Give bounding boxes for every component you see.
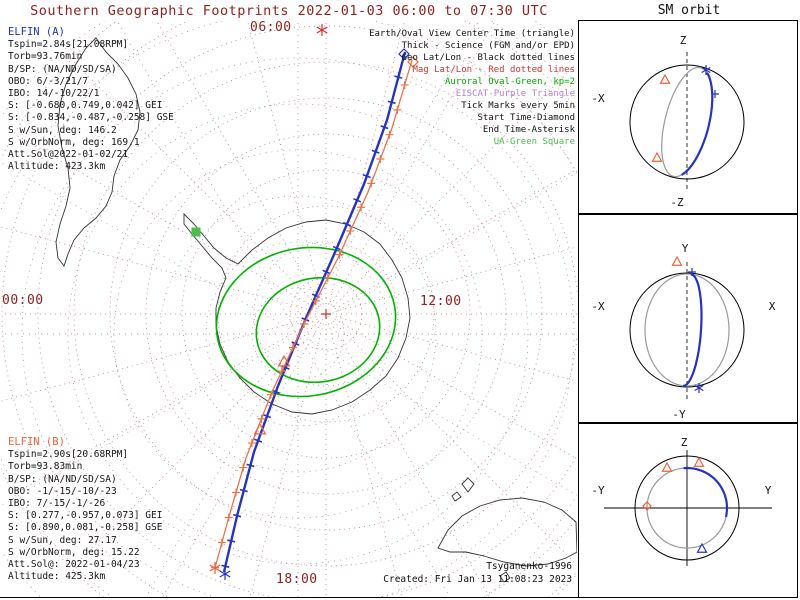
mlt-label-1800: 18:00 [276,572,318,587]
elfin-b-info-line: S w/Sun, deg: 27.17 [8,534,117,546]
sm-orbit-title: SM orbit [657,3,721,18]
elfin-b-footprint-track [211,59,413,572]
legend-item: UA-Green Square [493,137,575,147]
elfin-b-info-line: Torb=93.83min [8,461,83,473]
sm-orbit-yz-orbit-blue [683,466,729,518]
elfin-a-info-line: IBO: 14/-10/22/1 [8,88,100,100]
elfin-a-info-line: Torb=93.76min [8,51,83,63]
elfin-a-info-line: B/SP: (NA/ND/SD/SA) [8,63,117,75]
sm-orbit-xz-orbit-blue [681,72,714,176]
map-markers [191,24,419,580]
australia-coastline [437,497,577,567]
coastlines [55,37,577,583]
legend-item: Earth/Oval View Center Time (triangle) [369,29,575,39]
elfin-a-lines: Tspin=2.84s[21.08RPM] Torb=93.76min B/SP: … [8,39,174,173]
map-legend: Earth/Oval View Center Time (triangle) Th… [369,28,575,148]
map-layer [1,21,577,598]
elfin-b-name: ELFIN (B) [8,436,65,448]
elfin-a-info-line: Tspin=2.84s[21.08RPM] [8,39,129,51]
south-america-coastline [55,37,141,267]
mlt-label-0000: 00:00 [2,293,44,308]
elfin-b-info-line: S: [0.277,-0.957,0.073] GEI [8,510,163,522]
created-timestamp: Created: Fri Jan 13 11:08:23 2023 [383,574,572,585]
elfin-a-info-line: S: [-0.680,0.749,0.042] GEI [8,100,163,112]
legend-item: Geo Lat/Lon - Black dotted lines [401,53,575,63]
elfin-a-info-line: S: [-0.834,-0.487,-0.258] GSE [8,112,174,124]
sm-orbit-xy-orbit-blue [682,273,703,387]
sm-orbit-xy-axis-label: X [769,300,776,313]
sm-orbit-xz-axis-label: Z [680,34,687,47]
elfin-b-info-line: Altitude: 425.3km [8,571,106,583]
sm-orbit-xz-axis-label: -Z [670,196,684,209]
tasmania-coastline [499,571,511,583]
plot-footer: Tsyganenko-1996 Created: Fri Jan 13 11:0… [383,560,572,586]
sm-orbit-yz-axis-label: Z [681,436,688,449]
elfin-b-info-line: OBO: -1/-15/-10/-23 [8,485,117,497]
elfin-a-name: ELFIN (A) [8,26,65,38]
mlt-label-0600: 06:00 [250,20,292,35]
sm-orbit-yz-axis-label: -Y [591,484,605,497]
elfin-b-info-line: Att.Sol@: 2022-01-04/23 [8,559,140,571]
legend-item: End Time-Asterisk [482,125,575,135]
sm-orbit-xy-frame [578,214,798,423]
elfin-a-info-line: S w/Sun, deg: 146.2 [8,124,117,136]
legend-item: Start Time-Diamond [477,113,575,123]
elfin-a-footprint-track [221,51,407,573]
page-title: Southern Geographic Footprints 2022-01-0… [30,3,548,19]
sm-orbit-xz-axis-label: -X [591,92,605,105]
elfin-b-lines: Tspin=2.90s[20.68RPM] Torb=93.83min B/SP: … [8,449,162,583]
sm-orbit-yz-panel: Z -Y Y [578,423,798,598]
legend-item: Thick - Science (FGM and/or EPD) [401,41,575,51]
elfin-a-info: ELFIN (A) Tspin=2.84s[21.08RPM] Torb=93.7… [8,26,174,173]
sm-orbit-yz-axis-label: Y [765,484,772,497]
model-label: Tsyganenko-1996 [486,561,572,572]
antarctica-coastline [183,212,411,415]
sm-orbit-xz-panel: Z -X -Z [578,20,798,214]
elfin-b-info-line: S: [0.890,0.081,-0.258] GSE [8,522,163,534]
legend-item: Auroral Oval-Green, kp=2 [444,77,575,87]
legend-item: EISCAT-Purple Triangle [455,89,575,99]
legend-item: Mag Lat/Lon - Red dotted lines [412,65,575,75]
elfin-b-info-line: S w/OrbNorm, deg: 15.22 [8,546,140,558]
new-zealand-north-coastline [461,477,475,493]
elfin-b-info-line: Tspin=2.90s[20.68RPM] [8,449,129,461]
elfin-b-info: ELFIN (B) Tspin=2.90s[20.68RPM] Torb=93.8… [8,436,162,583]
elfin-a-info-line: Att.Sol@2022-01-02/21 [8,149,129,161]
sm-orbit-xy-axis-label: -X [591,300,605,313]
mlt-label-1200: 12:00 [420,294,462,309]
elfin-a-info-line: OBO: 6/-3/21/7 [8,75,89,87]
elfin-a-info-line: Altitude: 423.3km [8,161,106,173]
elfin-b-info-line: B/SP: (NA/ND/SD/SA) [8,473,117,485]
sm-orbit-xy-axis-label: -Y [672,408,686,421]
sm-orbit-xy-panel: Y -X X -Y [578,214,798,423]
legend-item: Tick Marks every 5min [461,101,575,111]
sm-orbit-xy-axis-label: Y [682,242,689,255]
auroral-oval [215,246,397,398]
sm-orbit-yz-frame [578,423,798,598]
mag-grid [1,21,577,598]
new-zealand-south-coastline [451,491,462,502]
elfin-b-info-line: IBO: 7/-15/-1/-26 [8,498,106,510]
sm-orbit-xy-orbit-gray [644,273,730,387]
sm-orbit-xz-frame [578,20,798,214]
elfin-a-info-line: S w/OrbNorm, deg: 169.1 [8,136,140,148]
